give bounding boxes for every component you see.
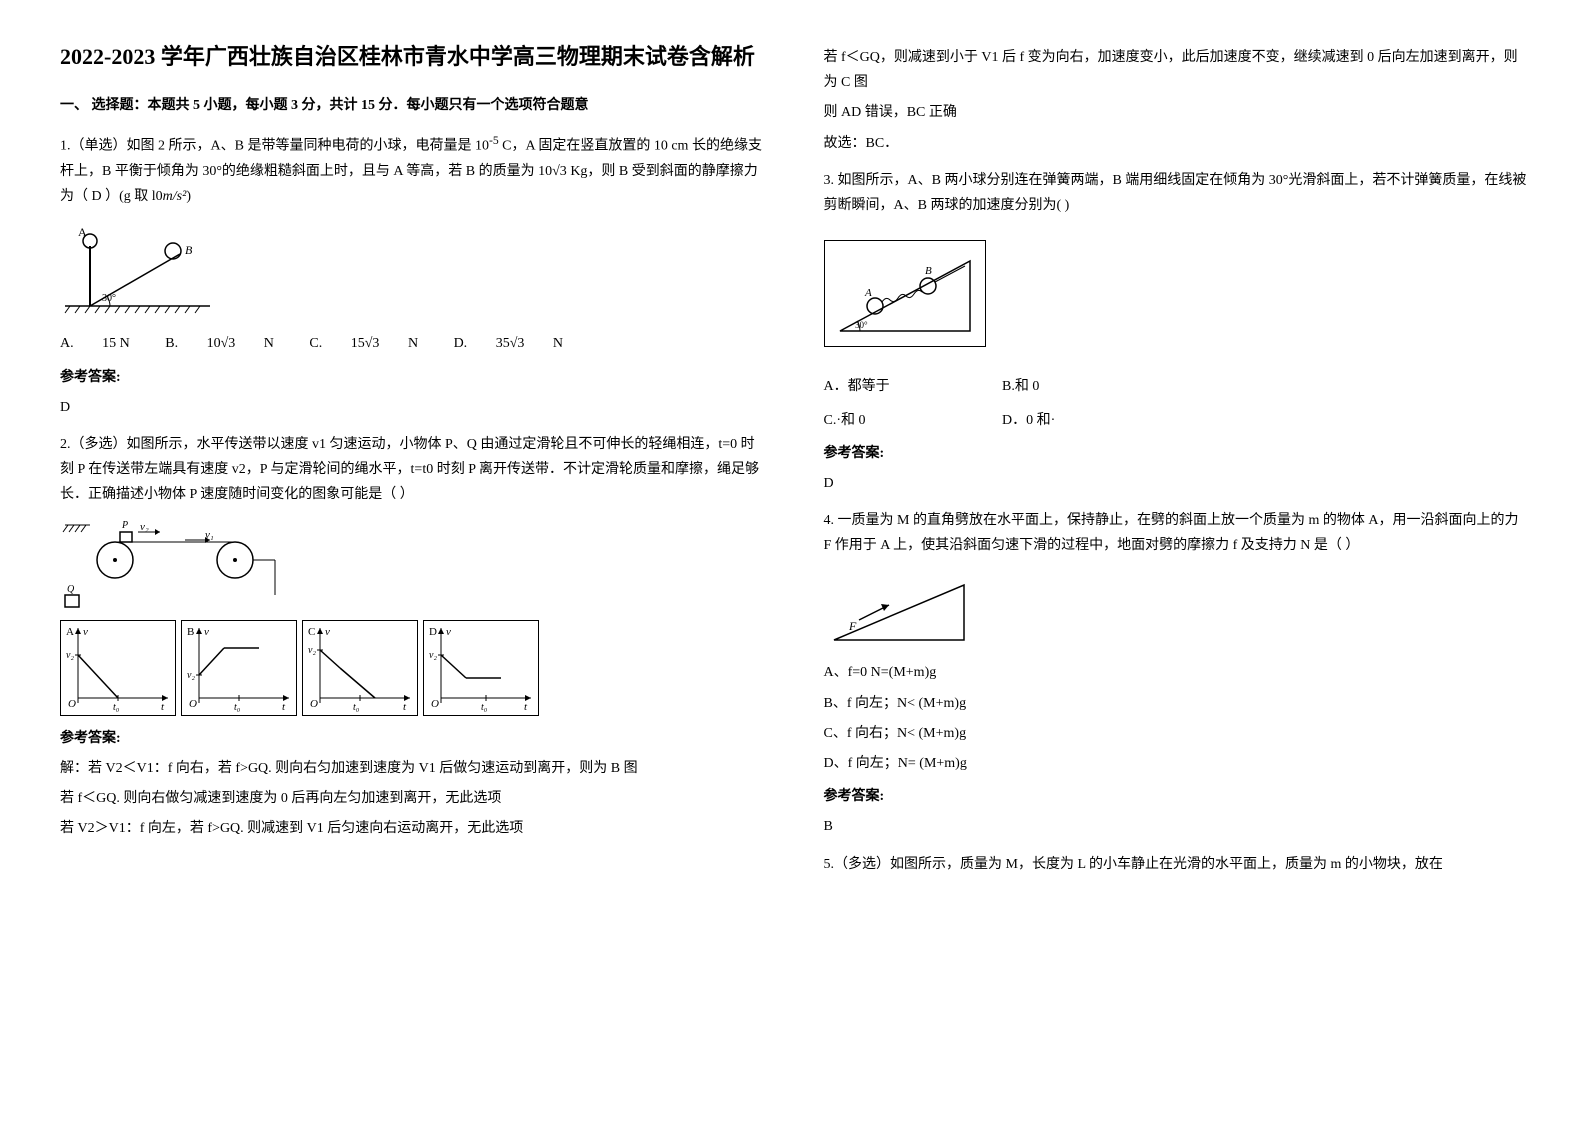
question-5: 5.（多选）如图所示，质量为 M，长度为 L 的小车静止在光滑的水平面上，质量为… (824, 852, 1528, 877)
q2-a-t0: t₀ (113, 702, 120, 713)
q2-c-t0: t₀ (353, 702, 360, 713)
q3-answer: D (824, 471, 1528, 496)
q3-label-b: B (925, 265, 932, 277)
q1-label-b: B (185, 243, 193, 257)
q2-c-o: O (310, 698, 318, 710)
q2-a-t: t (161, 701, 165, 713)
section-heading: 一、 选择题：本题共 5 小题，每小题 3 分，共计 15 分．每小题只有一个选… (60, 93, 764, 118)
q4-figure: F (824, 570, 1528, 650)
q1-opt-d-unit: N (549, 336, 563, 351)
q2-chart-c-label: C (308, 626, 315, 638)
q2-b-o: O (189, 698, 197, 710)
q1-angle: 30° (102, 293, 116, 304)
q1-opt-b: 10√3 (207, 336, 236, 351)
q3-opt-a: A．都等于 (824, 374, 974, 399)
q3-label-a: A (864, 287, 872, 299)
q2-chart-c: C v v₂ t₀ t O (302, 620, 418, 716)
q2-chart-b-label: B (187, 626, 194, 638)
q2-d-v2: v₂ (429, 650, 437, 661)
q2-label-v2: v₂ (140, 521, 149, 533)
q3-options-2: C.·和 0 D．0 和· (824, 408, 1528, 433)
question-4: 4. 一质量为 M 的直角劈放在水平面上，保持静止，在劈的斜面上放一个质量为 m… (824, 508, 1528, 558)
q2-sol-3: 若 V2＞V1：f 向左，若 f>GQ. 则减速到 V1 后匀速向右运动离开，无… (60, 816, 764, 841)
q3-opt-c: C.·和 0 (824, 408, 974, 433)
q2-c-v: v (325, 626, 330, 638)
q2-b-t: t (282, 701, 286, 713)
q2-chart-d: D v v₂ t₀ t O (423, 620, 539, 716)
q1-options: A. 15 N B. 10√3 N C. 15√3 N D. 35√3 N (60, 331, 764, 356)
q2-a-v2: v₂ (66, 650, 74, 661)
q1-opt-b-label: B. (165, 336, 178, 351)
q4-opt-b: B、f 向左；N< (M+m)g (824, 691, 1528, 716)
q2-charts: A v v₂ t₀ t O B (60, 620, 764, 716)
q2-sol-4: 若 f＜GQ，则减速到小于 V1 后 f 变为向右，加速度变小，此后加速度不变，… (824, 45, 1528, 95)
q1-opt-c-unit: N (404, 336, 418, 351)
q2-label-q: Q (67, 584, 75, 595)
q4-opt-a: A、f=0 N=(M+m)g (824, 660, 1528, 685)
question-1: 1.（单选）如图 2 所示，A、B 是带等量同种电荷的小球，电荷量是 10-5 … (60, 130, 764, 209)
q2-figure: P v₂ v₁ Q (60, 520, 764, 610)
q1-opt-a: 15 N (102, 336, 130, 351)
q4-label-f: F (848, 619, 857, 633)
q1-figure: A B 30° (60, 221, 764, 321)
q2-chart-a: A v v₂ t₀ t O (60, 620, 176, 716)
q1-opt-a-label: A. (60, 336, 74, 351)
q2-b-v: v (204, 626, 209, 638)
q1-opt-c-label: C. (309, 336, 322, 351)
q4-opt-d: D、f 向左；N= (M+m)g (824, 751, 1528, 776)
q1-label-a: A (78, 225, 87, 239)
q2-answer-label: 参考答案: (60, 726, 764, 751)
q2-chart-a-label: A (66, 626, 74, 638)
q1-text-d: ) (186, 189, 191, 204)
q2-chart-d-label: D (429, 626, 437, 638)
q4-opt-c: C、f 向右；N< (M+m)g (824, 721, 1528, 746)
q2-label-p: P (121, 520, 128, 531)
q1-text-a: 1.（单选）如图 2 所示，A、B 是带等量同种电荷的小球，电荷量是 10 (60, 139, 489, 154)
q2-sol-5: 则 AD 错误，BC 正确 (824, 100, 1528, 125)
q2-c-t: t (403, 701, 407, 713)
q1-answer-label: 参考答案: (60, 365, 764, 390)
q2-d-v: v (446, 626, 451, 638)
q1-unit: m/s² (163, 189, 187, 204)
q3-opt-b: B.和 0 (1002, 379, 1039, 394)
q2-b-t0: t₀ (234, 702, 241, 713)
q2-sol-6: 故选：BC． (824, 131, 1528, 156)
q1-opt-d: 35√3 (496, 336, 525, 351)
q1-mass: 10√3 (538, 164, 567, 179)
q1-opt-d-label: D. (454, 336, 468, 351)
q3-figure: A B 30° (824, 240, 986, 347)
q2-d-t: t (524, 701, 528, 713)
q2-b-v2: v₂ (187, 670, 195, 681)
q3-angle: 30° (855, 320, 868, 330)
q2-a-v: v (83, 626, 88, 638)
q1-opt-b-unit: N (260, 336, 274, 351)
q2-d-o: O (431, 698, 439, 710)
q3-options-1: A．都等于 B.和 0 (824, 374, 1528, 399)
q2-a-o: O (68, 698, 76, 710)
q3-opt-d: D．0 和· (1002, 413, 1055, 428)
q1-opt-c: 15√3 (351, 336, 380, 351)
q4-answer-label: 参考答案: (824, 784, 1528, 809)
q4-answer: B (824, 814, 1528, 839)
q2-c-v2: v₂ (308, 645, 316, 656)
question-2: 2.（多选）如图所示，水平传送带以速度 v1 匀速运动，小物体 P、Q 由通过定… (60, 432, 764, 508)
q1-answer: D (60, 395, 764, 420)
question-3: 3. 如图所示，A、B 两小球分别连在弹簧两端，B 端用细线固定在倾角为 30°… (824, 168, 1528, 218)
q2-chart-b: B v v₂ t₀ t O (181, 620, 297, 716)
q2-d-t0: t₀ (481, 702, 488, 713)
q2-sol-1: 解：若 V2＜V1：f 向右，若 f>GQ. 则向右匀加速到速度为 V1 后做匀… (60, 756, 764, 781)
exam-title: 2022-2023 学年广西壮族自治区桂林市青水中学高三物理期末试卷含解析 (60, 40, 764, 73)
q1-exp: -5 (489, 134, 499, 147)
q2-sol-2: 若 f＜GQ. 则向右做匀减速到速度为 0 后再向左匀加速到离开，无此选项 (60, 786, 764, 811)
q3-answer-label: 参考答案: (824, 441, 1528, 466)
